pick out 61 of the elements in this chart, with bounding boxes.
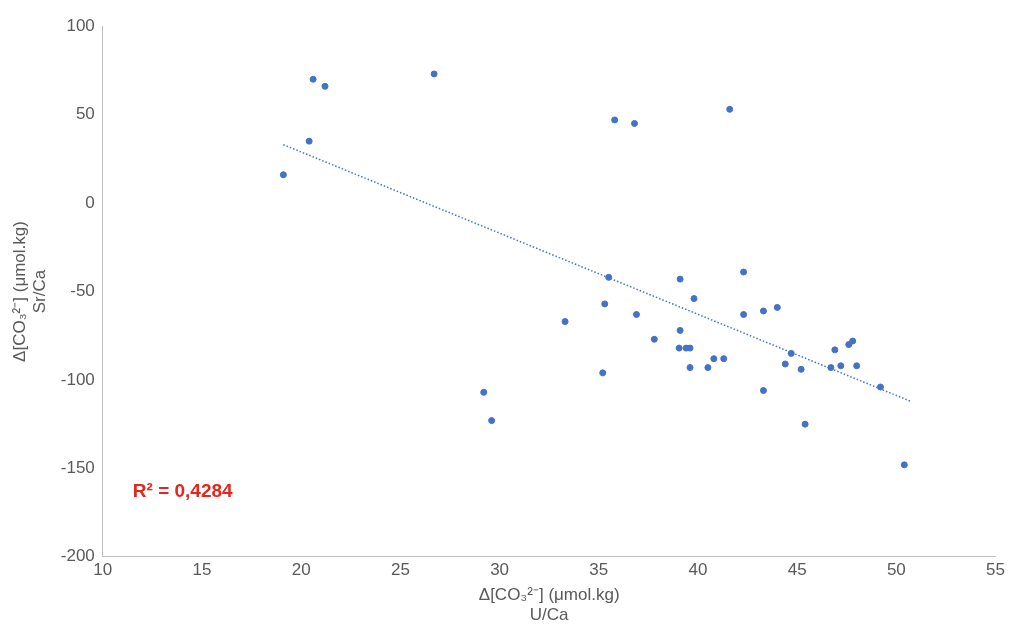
point [726, 105, 734, 113]
point [321, 82, 329, 90]
point [720, 355, 728, 363]
point [599, 369, 607, 377]
x-tick-label: 55 [986, 559, 1006, 579]
x-tick-label: 50 [886, 559, 906, 579]
x-tick-label: 25 [390, 559, 410, 579]
point [759, 307, 767, 315]
point [309, 75, 317, 83]
x-tick-label: 45 [787, 559, 807, 579]
point [831, 346, 839, 354]
point [759, 387, 767, 395]
point [849, 337, 857, 345]
point [827, 364, 835, 372]
y-tick-label: -50 [70, 281, 95, 301]
point [561, 318, 569, 326]
point [781, 360, 789, 368]
y-tick-label: -100 [60, 369, 95, 389]
x-axis-title: Δ[CO₃²⁻] (μmol.kg) U/Ca [478, 585, 620, 625]
point [853, 362, 861, 370]
point [740, 268, 748, 276]
point [430, 70, 438, 78]
x-tick-label: 15 [192, 559, 212, 579]
point [630, 119, 638, 127]
point [611, 116, 619, 124]
point [787, 349, 795, 357]
point [480, 388, 488, 396]
point [710, 355, 718, 363]
point [797, 365, 805, 373]
point [690, 295, 698, 303]
y-tick-label: 50 [75, 104, 95, 124]
point [876, 383, 884, 391]
x-tick-label: 30 [490, 559, 510, 579]
point [676, 275, 684, 283]
point [845, 341, 853, 349]
point [650, 335, 658, 343]
x-tick-label: 35 [589, 559, 609, 579]
point [676, 326, 684, 334]
x-tick-label: 10 [93, 559, 113, 579]
point [605, 273, 613, 281]
point [601, 300, 609, 308]
y-tick-label: -200 [60, 546, 95, 566]
annotation: R² = 0,4284 [132, 479, 234, 501]
point [279, 171, 287, 179]
x-tick-label: 40 [688, 559, 708, 579]
y-tick-label: -150 [60, 458, 95, 478]
point [740, 310, 748, 318]
point [837, 362, 845, 370]
point [704, 364, 712, 372]
point [305, 137, 313, 145]
point [801, 420, 809, 428]
point [675, 344, 683, 352]
point [773, 303, 781, 311]
y-tick-label: 0 [85, 192, 95, 212]
point [632, 310, 640, 318]
x-tick-label: 20 [291, 559, 311, 579]
y-tick-label: 100 [66, 15, 95, 35]
point [488, 417, 496, 425]
y-axis-title: Δ[CO₃²⁻] (μmol.kg) Sr/Ca [9, 221, 50, 362]
point [686, 364, 694, 372]
point [900, 461, 908, 469]
